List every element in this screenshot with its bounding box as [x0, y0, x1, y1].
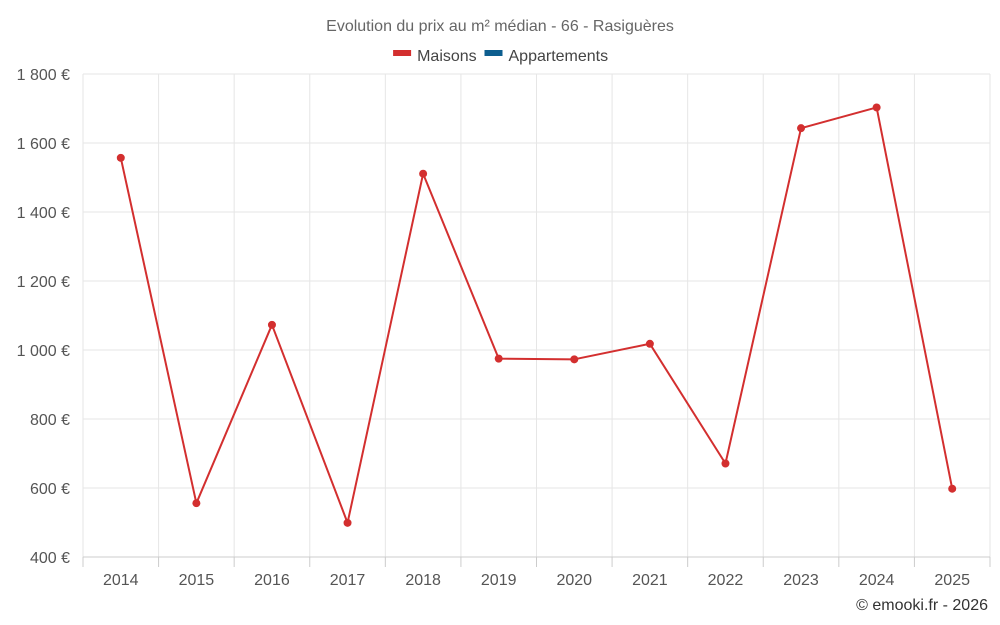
chart-title: Evolution du prix au m² médian - 66 - Ra…: [326, 18, 674, 35]
data-point[interactable]: [948, 484, 957, 493]
y-tick-label: 1 400 €: [17, 205, 70, 222]
vertical-gridlines: [82, 74, 991, 557]
data-point[interactable]: [721, 459, 730, 468]
data-point[interactable]: [872, 103, 881, 112]
y-tick-label: 1 000 €: [17, 343, 70, 360]
y-axis-labels: 400 € 600 € 800 € 1 000 € 1 200 € 1 400 € 1 60…: [17, 67, 70, 567]
x-tick-label: 2023: [783, 572, 819, 589]
x-tick-label: 2025: [934, 572, 970, 589]
x-tick-label: 2015: [179, 572, 215, 589]
data-point[interactable]: [645, 339, 654, 348]
y-tick-label: 800 €: [30, 412, 70, 429]
legend: Maisons Appartements: [393, 48, 608, 65]
data-point[interactable]: [797, 124, 806, 133]
x-tick-label: 2024: [859, 572, 895, 589]
series-line: [119, 106, 954, 524]
x-tick-label: 2019: [481, 572, 517, 589]
x-tick-label: 2020: [556, 572, 592, 589]
data-point[interactable]: [192, 499, 201, 508]
legend-label: Maisons: [417, 48, 477, 65]
x-tick-label: 2016: [254, 572, 290, 589]
x-tick-label: 2017: [330, 572, 366, 589]
credit-text: © emooki.fr - 2026: [856, 597, 988, 614]
data-point[interactable]: [494, 354, 503, 363]
legend-swatch: [484, 50, 503, 56]
x-tick-label: 2014: [103, 572, 139, 589]
data-point[interactable]: [570, 355, 579, 364]
y-tick-label: 600 €: [30, 481, 70, 498]
legend-swatch: [393, 50, 412, 56]
y-tick-label: 1 800 €: [17, 67, 70, 84]
y-tick-label: 1 200 €: [17, 274, 70, 291]
data-point[interactable]: [116, 153, 125, 162]
data-point[interactable]: [343, 518, 352, 527]
y-tick-label: 400 €: [30, 550, 70, 567]
series-layer: [116, 103, 957, 527]
x-tick-label: 2018: [405, 572, 441, 589]
data-point[interactable]: [267, 320, 276, 329]
data-point[interactable]: [419, 169, 428, 178]
x-tick-label: 2022: [708, 572, 744, 589]
x-tick-label: 2021: [632, 572, 668, 589]
y-tick-label: 1 600 €: [17, 136, 70, 153]
x-axis-labels: 2014 2015 2016 2017 2018 2019 2020 2021 2022 2023…: [82, 556, 991, 589]
legend-label: Appartements: [509, 48, 609, 65]
